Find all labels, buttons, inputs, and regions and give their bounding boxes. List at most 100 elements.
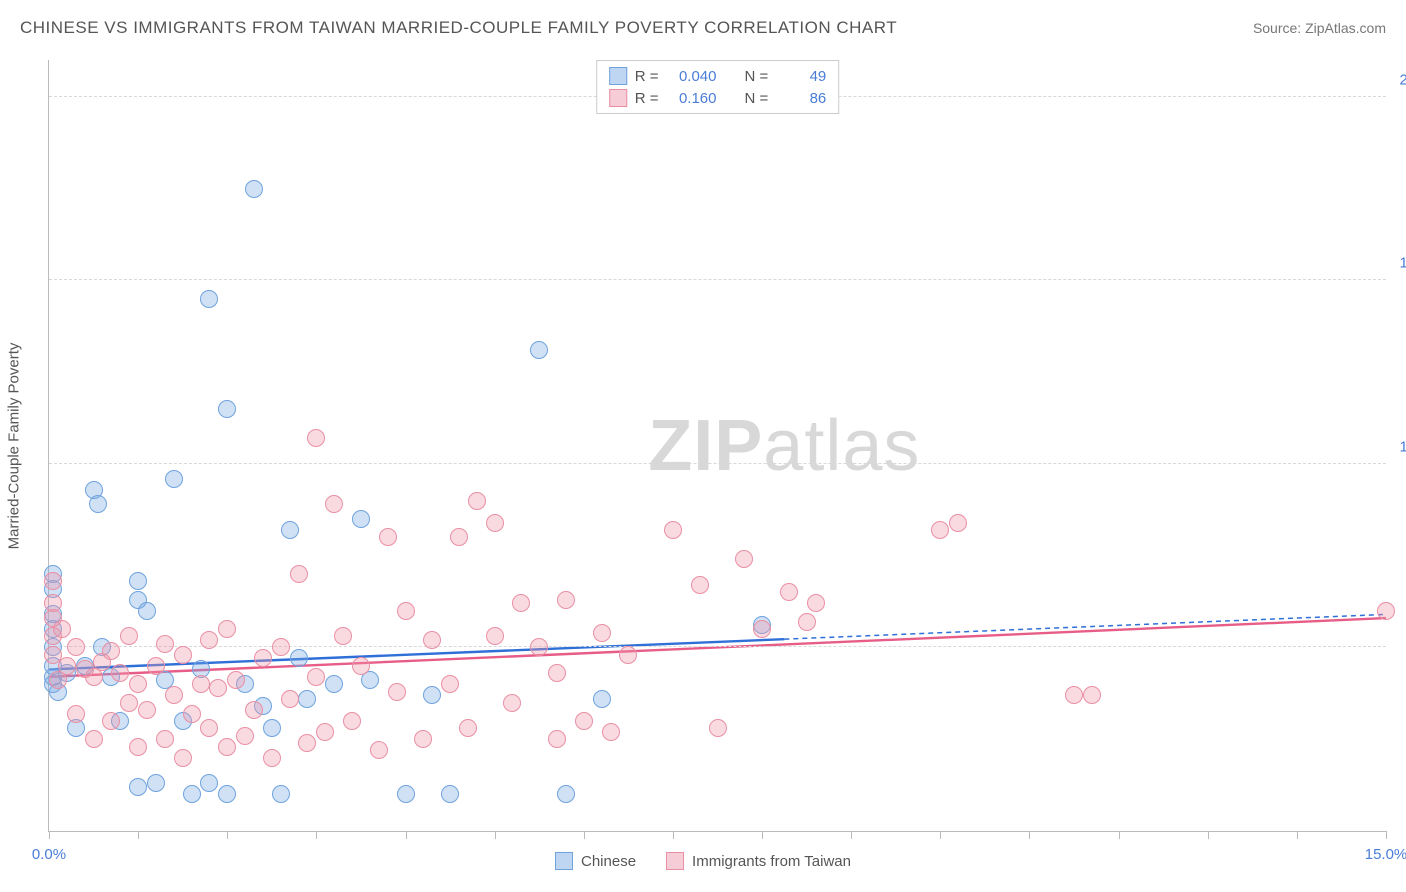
scatter-point-taiwan	[120, 694, 138, 712]
stats-row-chinese: R = 0.040 N = 49	[609, 65, 827, 87]
scatter-point-taiwan	[593, 624, 611, 642]
scatter-point-taiwan	[949, 514, 967, 532]
legend-label-chinese: Chinese	[581, 853, 636, 870]
scatter-point-taiwan	[931, 521, 949, 539]
swatch-taiwan	[609, 89, 627, 107]
x-tick	[1208, 831, 1209, 839]
x-tick	[584, 831, 585, 839]
scatter-point-taiwan	[441, 675, 459, 693]
scatter-point-taiwan	[307, 429, 325, 447]
scatter-point-taiwan	[503, 694, 521, 712]
scatter-point-chinese	[441, 785, 459, 803]
scatter-point-chinese	[129, 572, 147, 590]
scatter-point-chinese	[298, 690, 316, 708]
swatch-chinese	[609, 67, 627, 85]
scatter-point-chinese	[423, 686, 441, 704]
scatter-point-taiwan	[325, 495, 343, 513]
x-tick	[1297, 831, 1298, 839]
scatter-point-taiwan	[388, 683, 406, 701]
y-tick-label: 20.0%	[1399, 71, 1406, 88]
scatter-point-taiwan	[548, 730, 566, 748]
x-tick	[762, 831, 763, 839]
x-tick	[1119, 831, 1120, 839]
scatter-point-taiwan	[1377, 602, 1395, 620]
gridline	[49, 463, 1386, 464]
scatter-point-taiwan	[174, 749, 192, 767]
scatter-point-chinese	[200, 774, 218, 792]
watermark-zip: ZIP	[648, 406, 763, 486]
scatter-point-chinese	[89, 495, 107, 513]
scatter-point-taiwan	[798, 613, 816, 631]
x-tick	[673, 831, 674, 839]
scatter-point-taiwan	[423, 631, 441, 649]
scatter-plot: ZIPatlas R = 0.040 N = 49 R = 0.160 N = …	[48, 60, 1386, 832]
scatter-point-taiwan	[290, 565, 308, 583]
scatter-point-taiwan	[468, 492, 486, 510]
scatter-point-taiwan	[486, 627, 504, 645]
scatter-point-chinese	[138, 602, 156, 620]
scatter-point-chinese	[218, 400, 236, 418]
scatter-point-taiwan	[334, 627, 352, 645]
scatter-point-taiwan	[67, 638, 85, 656]
scatter-point-taiwan	[1065, 686, 1083, 704]
scatter-point-taiwan	[263, 749, 281, 767]
scatter-point-chinese	[530, 341, 548, 359]
n-label: N =	[745, 90, 769, 107]
y-tick-label: 15.0%	[1399, 255, 1406, 272]
scatter-point-taiwan	[156, 730, 174, 748]
scatter-point-taiwan	[200, 631, 218, 649]
x-tick-label: 15.0%	[1365, 846, 1406, 863]
n-value-chinese: 49	[776, 68, 826, 85]
scatter-point-taiwan	[165, 686, 183, 704]
scatter-point-taiwan	[352, 657, 370, 675]
scatter-point-taiwan	[486, 514, 504, 532]
scatter-point-taiwan	[298, 734, 316, 752]
scatter-point-taiwan	[200, 719, 218, 737]
scatter-point-taiwan	[129, 738, 147, 756]
scatter-point-taiwan	[120, 627, 138, 645]
scatter-point-taiwan	[272, 638, 290, 656]
scatter-point-taiwan	[397, 602, 415, 620]
x-tick	[49, 831, 50, 839]
scatter-point-taiwan	[780, 583, 798, 601]
scatter-point-taiwan	[307, 668, 325, 686]
scatter-point-taiwan	[370, 741, 388, 759]
scatter-point-taiwan	[414, 730, 432, 748]
scatter-point-taiwan	[691, 576, 709, 594]
scatter-point-taiwan	[254, 649, 272, 667]
n-label: N =	[745, 68, 769, 85]
scatter-point-taiwan	[236, 727, 254, 745]
scatter-point-taiwan	[53, 620, 71, 638]
gridline	[49, 646, 1386, 647]
scatter-point-chinese	[129, 778, 147, 796]
scatter-point-chinese	[290, 649, 308, 667]
scatter-point-chinese	[183, 785, 201, 803]
x-tick	[1386, 831, 1387, 839]
r-value-taiwan: 0.160	[667, 90, 717, 107]
x-tick	[316, 831, 317, 839]
scatter-point-taiwan	[218, 620, 236, 638]
scatter-point-taiwan	[281, 690, 299, 708]
scatter-point-taiwan	[602, 723, 620, 741]
legend-item-chinese: Chinese	[555, 852, 636, 870]
x-tick	[227, 831, 228, 839]
x-tick	[1029, 831, 1030, 839]
scatter-point-taiwan	[67, 705, 85, 723]
scatter-point-chinese	[165, 470, 183, 488]
swatch-taiwan	[666, 852, 684, 870]
scatter-point-taiwan	[1083, 686, 1101, 704]
scatter-point-chinese	[325, 675, 343, 693]
scatter-point-taiwan	[343, 712, 361, 730]
scatter-point-taiwan	[218, 738, 236, 756]
chart-title: CHINESE VS IMMIGRANTS FROM TAIWAN MARRIE…	[20, 18, 897, 38]
scatter-point-taiwan	[316, 723, 334, 741]
scatter-point-taiwan	[156, 635, 174, 653]
scatter-point-taiwan	[111, 664, 129, 682]
scatter-point-taiwan	[557, 591, 575, 609]
x-tick	[940, 831, 941, 839]
scatter-point-chinese	[263, 719, 281, 737]
scatter-point-taiwan	[129, 675, 147, 693]
scatter-point-taiwan	[459, 719, 477, 737]
scatter-point-taiwan	[575, 712, 593, 730]
series-legend: Chinese Immigrants from Taiwan	[555, 852, 851, 870]
